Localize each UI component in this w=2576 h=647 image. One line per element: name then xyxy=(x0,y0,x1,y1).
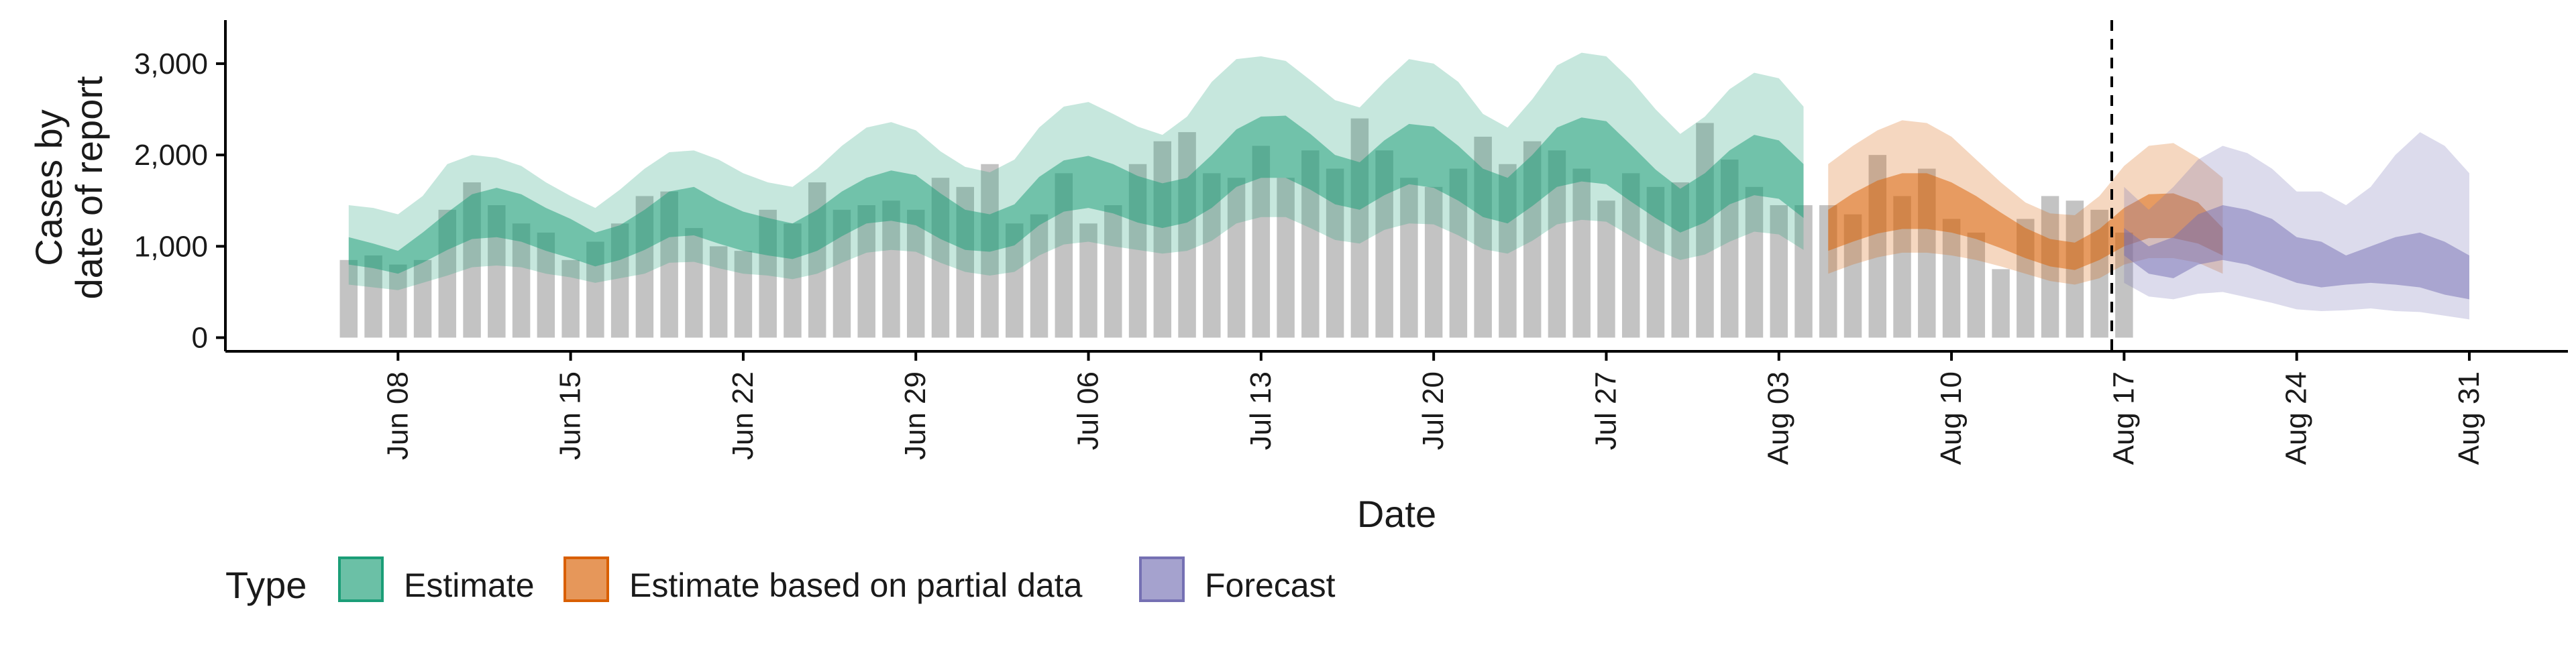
y-tick-label: 2,000 xyxy=(134,139,208,172)
reported-cases-bar xyxy=(1794,205,1813,338)
legend: Type Estimate Estimate based on partial … xyxy=(225,556,1336,606)
x-tick-label: Jun 22 xyxy=(727,371,759,460)
y-ticks: 0 1,000 2,000 3,000 xyxy=(134,48,225,355)
reported-cases-bar xyxy=(709,246,728,338)
reported-cases-bar xyxy=(1992,269,2010,338)
legend-key-partial xyxy=(564,556,609,602)
reported-cases-bar xyxy=(1079,223,1097,338)
legend-entry-estimate: Estimate xyxy=(338,556,535,604)
reported-cases-bar xyxy=(1696,123,1714,338)
legend-label-partial: Estimate based on partial data xyxy=(629,567,1083,604)
reported-cases-bar xyxy=(1942,219,1961,338)
y-axis-label-line-1: Cases by xyxy=(28,109,70,266)
reported-cases-bar xyxy=(882,200,900,338)
reported-cases-bar xyxy=(339,259,358,338)
reported-cases-bar xyxy=(734,251,753,338)
x-tick-label: Jul 27 xyxy=(1589,371,1622,450)
y-axis-label-line-2: date of report xyxy=(68,76,110,300)
estimate-based-on-partial-data-band-50 xyxy=(1828,173,2223,270)
x-tick-label: Aug 31 xyxy=(2453,371,2485,465)
estimate-band-50 xyxy=(348,115,1804,274)
y-tick-label: 1,000 xyxy=(134,230,208,263)
reported-cases-bar xyxy=(1277,178,1295,338)
reported-cases-bar xyxy=(1967,232,1986,338)
reported-cases-bar xyxy=(1350,118,1369,338)
axes-layer xyxy=(224,20,2568,353)
legend-label-estimate: Estimate xyxy=(404,567,535,604)
x-tick-label: Aug 24 xyxy=(2280,371,2313,465)
x-tick-label: Aug 17 xyxy=(2107,371,2140,465)
reported-cases-bar xyxy=(1597,200,1615,338)
reported-cases-bar xyxy=(1178,132,1196,338)
y-tick-label: 0 xyxy=(192,322,208,355)
x-tick-label: Aug 03 xyxy=(1762,371,1795,465)
x-tick-label: Aug 10 xyxy=(1935,371,1968,465)
reported-cases-bar xyxy=(1030,214,1049,338)
forecast-band-50 xyxy=(2124,205,2469,300)
x-tick-label: Jul 13 xyxy=(1244,371,1277,450)
reported-cases-bar xyxy=(857,205,875,338)
reported-cases-bar xyxy=(389,264,407,338)
x-ticks: Jun 08 Jun 15 Jun 22 Jun 29 Jul 06 Jul 13 Jul … xyxy=(381,351,2485,465)
reported-cases-bar xyxy=(1745,186,1764,338)
legend-entry-forecast: Forecast xyxy=(1139,556,1336,604)
x-axis-label: Date xyxy=(1357,493,1436,535)
legend-key-forecast xyxy=(1139,556,1185,602)
legend-title: Type xyxy=(225,564,307,606)
x-tick-label: Jul 20 xyxy=(1417,371,1450,450)
reported-cases-bar xyxy=(1153,141,1172,338)
x-tick-label: Jun 08 xyxy=(381,371,414,460)
reported-cases-bar xyxy=(1227,178,1246,338)
legend-label-forecast: Forecast xyxy=(1205,567,1336,604)
reported-cases-bar xyxy=(561,259,580,338)
reported-cases-bar xyxy=(1770,205,1788,338)
y-tick-label: 3,000 xyxy=(134,48,208,80)
reported-cases-bar xyxy=(685,228,703,338)
x-tick-label: Jun 29 xyxy=(899,371,932,460)
reported-cases-bar xyxy=(1104,205,1122,338)
reported-cases-bar xyxy=(413,259,432,338)
legend-key-estimate xyxy=(338,556,384,602)
x-tick-label: Jun 15 xyxy=(554,371,587,460)
reported-cases-bar xyxy=(1424,186,1443,338)
legend-entry-partial: Estimate based on partial data xyxy=(564,556,1083,604)
reported-cases-bar xyxy=(906,209,925,338)
reported-cases-bar xyxy=(1572,168,1591,338)
bands-layer xyxy=(348,52,2469,320)
reported-cases-bar xyxy=(1400,178,1418,338)
x-tick-label: Jul 06 xyxy=(1072,371,1105,450)
